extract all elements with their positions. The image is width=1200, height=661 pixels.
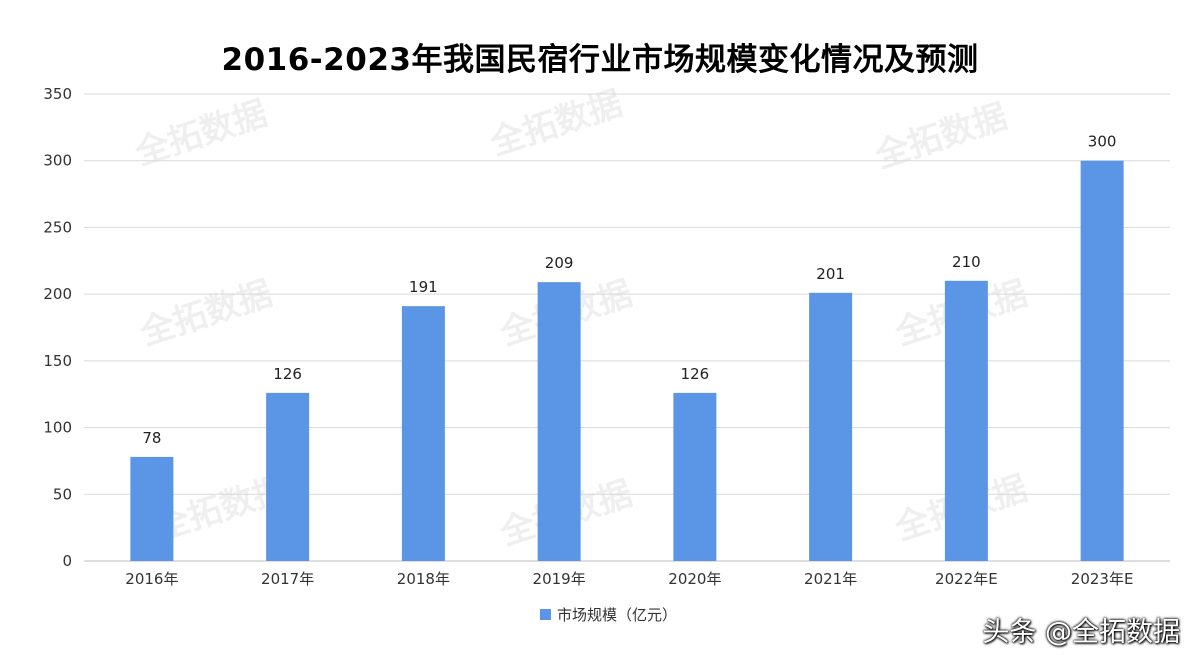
watermark-text: 全拓数据	[869, 96, 1012, 176]
watermark-text: 全拓数据	[484, 83, 627, 163]
legend-swatch	[540, 609, 551, 620]
data-label: 191	[409, 278, 438, 296]
bar	[1080, 160, 1124, 561]
y-axis-tick-labels: 0 50 100 150 200 250 300 350	[43, 85, 72, 570]
data-label: 209	[545, 254, 574, 272]
bar	[401, 306, 445, 561]
x-tick-label: 2021年	[804, 570, 857, 588]
bar	[944, 280, 988, 561]
y-tick-label: 150	[43, 352, 72, 370]
y-tick-label: 250	[43, 218, 72, 236]
bar	[673, 392, 717, 561]
data-label: 201	[816, 265, 845, 283]
x-tick-label: 2018年	[397, 570, 450, 588]
y-tick-label: 300	[43, 152, 72, 170]
data-labels: 78 126 191 209 126 201 210 300	[142, 133, 1116, 447]
x-tick-label: 2017年	[261, 570, 314, 588]
y-tick-label: 100	[43, 419, 72, 437]
x-tick-label: 2019年	[533, 570, 586, 588]
y-tick-label: 200	[43, 285, 72, 303]
bar	[130, 456, 174, 561]
watermark-text: 全拓数据	[129, 93, 272, 173]
x-axis-tick-labels: 2016年 2017年 2018年 2019年 2020年 2021年 2022年E 2023…	[125, 570, 1133, 588]
watermark-layer: 全拓数据全拓数据全拓数据全拓数据全拓数据全拓数据全拓数据全拓数据全拓数据	[129, 83, 1032, 553]
y-tick-label: 350	[43, 85, 72, 103]
legend-label: 市场规模（亿元）	[557, 606, 678, 624]
x-tick-label: 2022年E	[935, 570, 998, 588]
x-tick-label: 2016年	[125, 570, 178, 588]
watermark-text: 全拓数据	[134, 273, 277, 353]
y-tick-label: 0	[62, 552, 72, 570]
bars	[130, 160, 1124, 561]
chart-title: 2016-2023年我国民宿行业市场规模变化情况及预测	[221, 42, 979, 78]
x-tick-label: 2023年E	[1071, 570, 1134, 588]
data-label: 78	[142, 429, 161, 447]
data-label: 126	[273, 365, 302, 383]
bar	[537, 282, 581, 561]
brand-watermark: 头条 @全拓数据	[982, 617, 1180, 648]
x-tick-label: 2020年	[668, 570, 721, 588]
data-label: 300	[1088, 133, 1117, 151]
data-label: 126	[681, 365, 710, 383]
data-label: 210	[952, 253, 981, 271]
bar	[266, 392, 310, 561]
legend: 市场规模（亿元）	[540, 604, 677, 625]
bar	[809, 292, 853, 561]
y-tick-label: 50	[53, 485, 72, 503]
gridlines	[84, 93, 1170, 562]
